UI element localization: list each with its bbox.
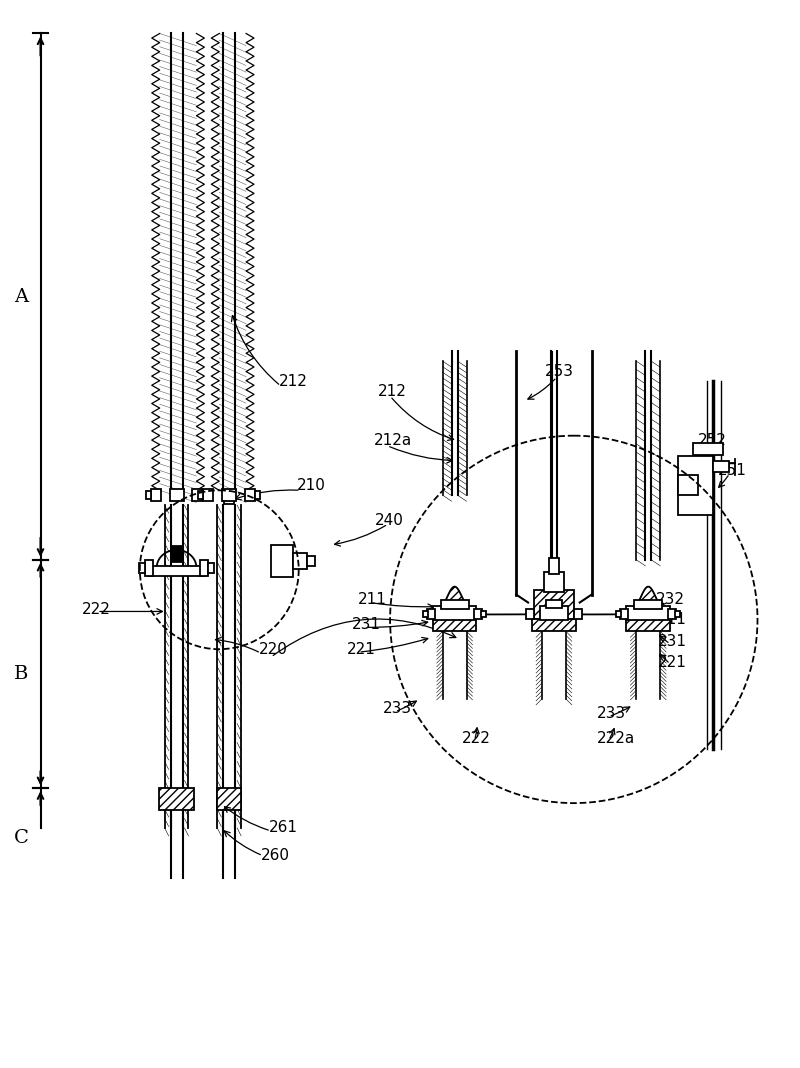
Bar (678, 456, 713, 515)
Bar (149, 566, 204, 576)
Text: 261: 261 (269, 820, 298, 835)
Bar (255, 491, 260, 499)
Text: 252: 252 (698, 434, 726, 449)
Bar (271, 545, 293, 577)
Bar (549, 557, 559, 574)
Bar (427, 610, 434, 619)
Bar (170, 489, 183, 501)
Text: 253: 253 (545, 363, 574, 379)
Text: 232: 232 (656, 592, 686, 607)
Text: 222: 222 (462, 732, 490, 747)
Bar (482, 612, 486, 617)
Bar (139, 563, 145, 572)
Bar (532, 619, 576, 631)
Bar (193, 489, 202, 501)
Bar (626, 607, 670, 621)
Text: C: C (14, 829, 29, 847)
Bar (544, 571, 564, 592)
Bar (208, 563, 214, 572)
Text: 233: 233 (597, 706, 626, 721)
Bar (200, 560, 208, 576)
Text: 221: 221 (346, 642, 375, 657)
Text: 212: 212 (378, 383, 407, 398)
Bar (693, 442, 722, 455)
Text: 222: 222 (82, 602, 111, 617)
Bar (626, 619, 670, 631)
Text: A: A (14, 287, 29, 305)
Bar (574, 610, 582, 619)
Bar (293, 553, 306, 569)
Bar (222, 489, 236, 501)
Bar (245, 489, 255, 501)
Text: 212: 212 (279, 374, 308, 389)
Text: 211: 211 (658, 612, 687, 627)
Bar (224, 490, 234, 504)
Bar (145, 560, 153, 576)
Text: B: B (14, 665, 29, 684)
Bar (146, 491, 150, 499)
Bar (540, 607, 568, 621)
Text: 211: 211 (358, 592, 387, 607)
Bar (150, 489, 161, 501)
Bar (534, 590, 574, 619)
Text: 231: 231 (352, 617, 382, 632)
Text: 220: 220 (259, 642, 288, 657)
Bar (198, 491, 203, 499)
Bar (158, 788, 194, 810)
Bar (433, 619, 477, 631)
Bar (675, 612, 680, 617)
Bar (668, 610, 676, 619)
Bar (170, 546, 182, 562)
Bar (526, 610, 534, 619)
Bar (423, 612, 428, 617)
Text: 260: 260 (261, 848, 290, 863)
Bar (474, 610, 482, 619)
Text: 251: 251 (718, 462, 746, 478)
Bar (634, 599, 662, 610)
Bar (203, 489, 214, 501)
Text: 231: 231 (658, 633, 687, 648)
Bar (306, 555, 314, 566)
Bar (546, 599, 562, 609)
Text: 212a: 212a (374, 434, 413, 449)
Bar (713, 460, 729, 472)
Text: 221: 221 (658, 655, 687, 670)
Bar (678, 475, 698, 496)
Text: 240: 240 (375, 513, 404, 528)
Bar (441, 599, 469, 610)
Text: 210: 210 (297, 477, 326, 492)
Bar (202, 491, 207, 499)
Text: 222a: 222a (597, 732, 635, 747)
Bar (621, 610, 629, 619)
Text: 233: 233 (383, 702, 412, 717)
Bar (433, 607, 477, 621)
Bar (218, 788, 241, 810)
Bar (617, 612, 622, 617)
